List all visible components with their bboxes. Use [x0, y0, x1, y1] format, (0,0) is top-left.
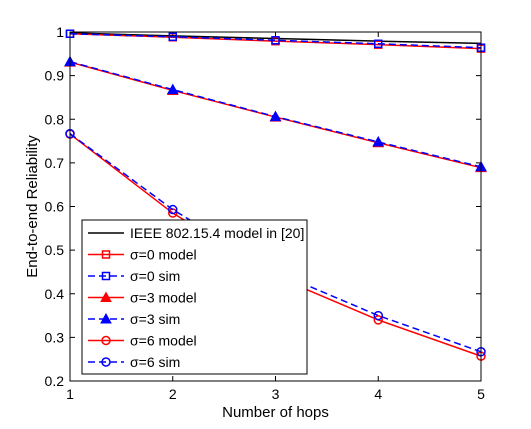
data-point-marker — [374, 39, 383, 49]
legend-item: σ=0 model — [88, 247, 197, 263]
y-tick-label: 0.4 — [45, 286, 65, 302]
x-axis-label: Number of hops — [222, 404, 329, 421]
x-tick-label: 1 — [66, 386, 74, 402]
x-tick-label: 4 — [374, 386, 382, 402]
series-2 — [65, 29, 486, 52]
legend-marker — [101, 250, 111, 259]
data-point-marker — [373, 310, 383, 321]
legend-label: σ=6 sim — [130, 354, 180, 370]
y-axis-label: End-to-end Reliability — [24, 135, 41, 278]
data-point-marker — [271, 36, 280, 45]
y-tick-label: 0.5 — [45, 242, 65, 258]
legend-label: IEEE 802.15.4 model in [20] — [130, 225, 304, 241]
legend-item: σ=3 sim — [88, 311, 180, 327]
data-point-marker — [168, 32, 177, 42]
y-tick-label: 0.9 — [45, 68, 65, 84]
y-tick-label: 1 — [56, 24, 64, 40]
y-tick-label: 0.6 — [45, 199, 65, 215]
series-line — [69, 32, 482, 49]
legend-marker — [101, 357, 111, 367]
legend-item: σ=6 sim — [88, 354, 180, 370]
data-point-marker — [166, 83, 179, 95]
y-tick-label: 0.7 — [45, 155, 65, 171]
data-point-marker — [372, 135, 385, 147]
y-tick-label: 0.8 — [45, 111, 65, 127]
data-point-marker — [373, 315, 383, 325]
legend-item: IEEE 802.15.4 model in [20] — [88, 225, 304, 241]
series-line — [69, 32, 482, 45]
legend-item: σ=6 model — [88, 333, 197, 349]
data-point-marker — [168, 204, 178, 215]
legend-marker — [100, 312, 112, 324]
legend-marker — [101, 271, 111, 281]
x-tick-label: 3 — [272, 386, 280, 402]
data-point-marker — [269, 110, 282, 122]
legend-marker — [100, 291, 112, 302]
legend-item: σ=0 sim — [88, 268, 180, 284]
x-tick-label: 2 — [169, 386, 177, 402]
y-tick-label: 0.2 — [45, 373, 65, 389]
plot-frame — [69, 31, 482, 382]
legend-label: σ=3 sim — [130, 311, 180, 327]
legend-label: σ=3 model — [130, 290, 197, 306]
legend-label: σ=6 model — [130, 333, 197, 349]
x-tick-label: 5 — [477, 386, 485, 402]
series-0 — [69, 32, 482, 45]
legend-label: σ=0 sim — [130, 268, 180, 284]
legend-item: σ=3 model — [88, 290, 197, 306]
legend: IEEE 802.15.4 model in [20] σ=0 model σ=0 … — [81, 219, 308, 375]
legend-label: σ=0 model — [130, 247, 197, 263]
y-tick-label: 0.3 — [45, 329, 65, 345]
legend-marker — [101, 335, 111, 346]
